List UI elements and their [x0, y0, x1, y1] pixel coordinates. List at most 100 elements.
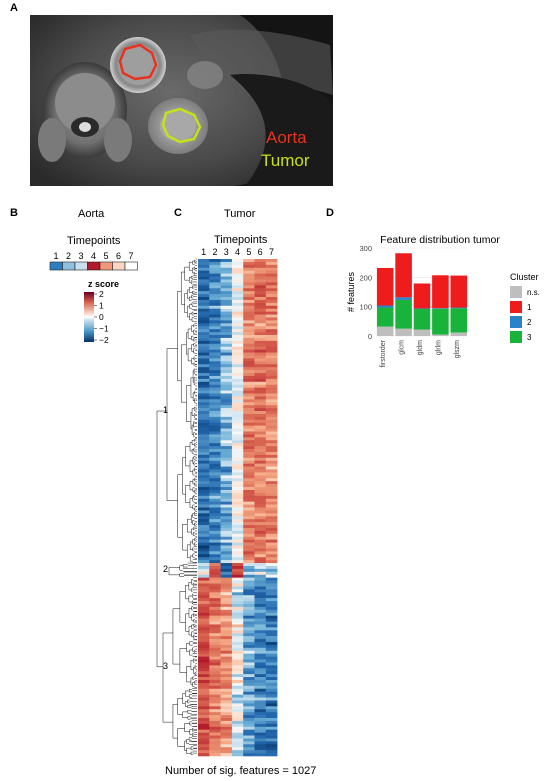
heatmap-cell — [265, 495, 278, 500]
heatmap-cell — [265, 498, 278, 502]
heatmap-cell — [265, 726, 278, 730]
heatmap-cell — [265, 545, 278, 549]
heatmap-cell — [254, 507, 267, 511]
heatmap-cell — [231, 668, 244, 672]
heatmap-cell — [220, 527, 233, 532]
heatmap-cell — [220, 712, 233, 716]
heatmap-cell — [265, 621, 278, 625]
heatmap-cell — [209, 732, 221, 736]
heatmap-cell — [231, 595, 244, 599]
heatmap-cell — [198, 668, 210, 672]
heatmap-cell — [220, 466, 233, 470]
heatmap-cell — [254, 647, 267, 652]
heatmap-cell — [231, 305, 244, 309]
heatmap-cell — [254, 411, 267, 415]
heatmap-cell — [220, 656, 233, 660]
heatmap-cell — [265, 311, 278, 315]
timepoint-label: 2 — [66, 251, 71, 261]
heatmap-cell — [265, 317, 278, 321]
heatmap-cell — [198, 700, 210, 704]
heatmap-cell — [198, 636, 210, 640]
heatmap-cell — [209, 644, 221, 649]
bar-segment-glszm — [450, 275, 468, 308]
heatmap-cell — [265, 595, 278, 599]
heatmap-cell — [220, 349, 233, 353]
heatmap-cell — [265, 413, 278, 418]
heatmap-cell — [209, 297, 221, 301]
heatmap-cell — [209, 273, 221, 277]
heatmap-cell — [231, 422, 244, 426]
heatmap-cell — [243, 487, 255, 491]
heatmap-cell — [209, 276, 221, 280]
heatmap-cell — [254, 636, 267, 640]
heatmap-cell — [209, 697, 221, 701]
heatmap-cell — [254, 747, 267, 751]
heatmap-cell — [231, 416, 244, 421]
heatmap-cell — [220, 279, 233, 283]
heatmap-cell — [198, 367, 210, 371]
heatmap-cell — [209, 577, 221, 581]
heatmap-cell — [220, 720, 233, 725]
heatmap-cell — [231, 633, 244, 637]
heatmap-cell — [243, 536, 255, 540]
heatmap-cell — [243, 539, 255, 543]
heatmap-cell — [254, 288, 267, 292]
heatmap-cell — [209, 259, 221, 263]
heatmap-cell — [198, 504, 210, 508]
heatmap-cell — [265, 644, 278, 649]
heatmap-cell — [220, 416, 233, 421]
heatmap-cell — [220, 674, 233, 678]
heatmap-cell — [209, 428, 221, 432]
heatmap-cell — [209, 367, 221, 371]
heatmap-cell — [231, 580, 244, 584]
heatmap-cell — [231, 267, 244, 271]
heatmap-cell — [209, 422, 221, 426]
heatmap-cell — [231, 720, 244, 725]
heatmap-cell — [220, 668, 233, 672]
heatmap-cell — [220, 384, 233, 388]
heatmap-cell — [209, 291, 221, 295]
heatmap-cell — [231, 425, 244, 429]
zscore-tick-label: −1 — [99, 324, 109, 334]
heatmap-cell — [198, 627, 210, 631]
heatmap-cell — [231, 545, 244, 549]
heatmap-cell — [265, 530, 278, 535]
heatmap-cell — [198, 358, 210, 362]
heatmap-cell — [254, 305, 267, 309]
heatmap-cell — [198, 373, 210, 377]
heatmap-cell — [231, 700, 244, 704]
heatmap-cell — [209, 700, 221, 704]
heatmap-cell — [254, 677, 267, 681]
heatmap-cell — [220, 498, 233, 502]
heatmap-cell — [198, 563, 210, 567]
heatmap-cell — [220, 337, 233, 342]
heatmap-cell — [209, 378, 221, 383]
heatmap-cell — [231, 405, 244, 409]
legend-label: 2 — [527, 318, 532, 327]
heatmap-cell — [220, 598, 233, 602]
heatmap-cell — [231, 656, 244, 660]
heatmap-cell — [254, 297, 267, 301]
heatmap-cell — [231, 741, 244, 745]
heatmap-cell — [209, 557, 221, 561]
heatmap-cell — [231, 507, 244, 511]
heatmap-cell — [243, 449, 255, 453]
heatmap-cell — [265, 717, 278, 722]
heatmap-cell — [265, 516, 278, 520]
heatmap-cell — [198, 571, 210, 576]
heatmap-cell — [220, 305, 233, 309]
heatmap-cell — [209, 326, 221, 330]
heatmap-cell — [243, 530, 255, 535]
heatmap-cell — [209, 346, 221, 350]
heatmap-cell — [243, 305, 255, 309]
heatmap-cell — [220, 536, 233, 540]
heatmap-cell — [209, 551, 221, 555]
tumor-label: Tumor — [261, 151, 310, 170]
heatmap-cell — [254, 294, 267, 298]
heatmap-cell — [209, 437, 221, 441]
heatmap-cell — [265, 492, 278, 497]
heatmap-cell — [209, 741, 221, 745]
heatmap-cell — [198, 440, 210, 444]
heatmap-cell — [254, 691, 267, 695]
heatmap-cell — [265, 554, 278, 558]
